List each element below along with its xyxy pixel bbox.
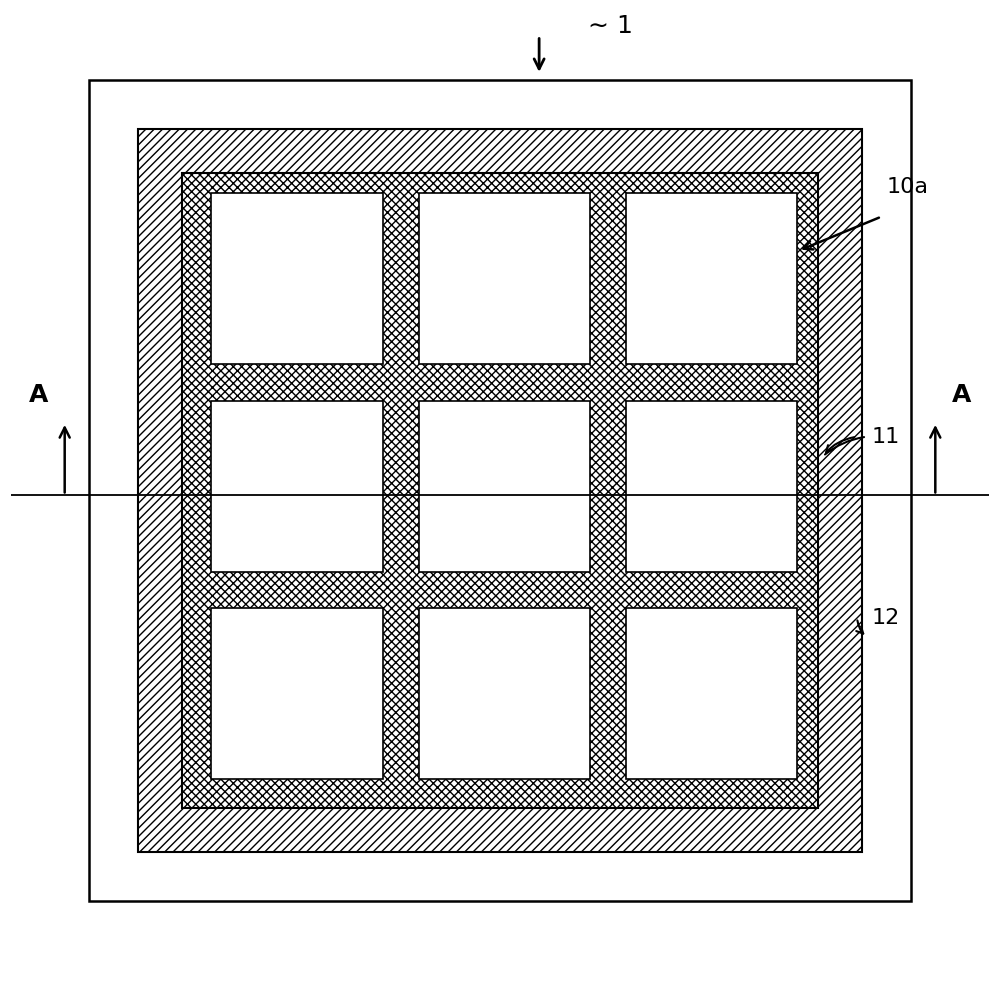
- Bar: [419, 608, 590, 779]
- Bar: [626, 608, 797, 779]
- Text: A: A: [952, 384, 971, 407]
- Bar: [626, 193, 797, 364]
- Bar: [626, 400, 797, 572]
- Bar: [182, 173, 818, 808]
- Bar: [419, 400, 590, 572]
- Bar: [89, 79, 911, 902]
- Bar: [211, 608, 383, 779]
- Text: 11: 11: [872, 427, 900, 446]
- Text: A: A: [29, 384, 48, 407]
- Bar: [211, 193, 383, 364]
- Text: 12: 12: [872, 607, 900, 628]
- Text: 10a: 10a: [886, 177, 928, 197]
- Text: ∼ 1: ∼ 1: [588, 14, 633, 38]
- Bar: [211, 400, 383, 572]
- Bar: [138, 129, 862, 852]
- Bar: [419, 193, 590, 364]
